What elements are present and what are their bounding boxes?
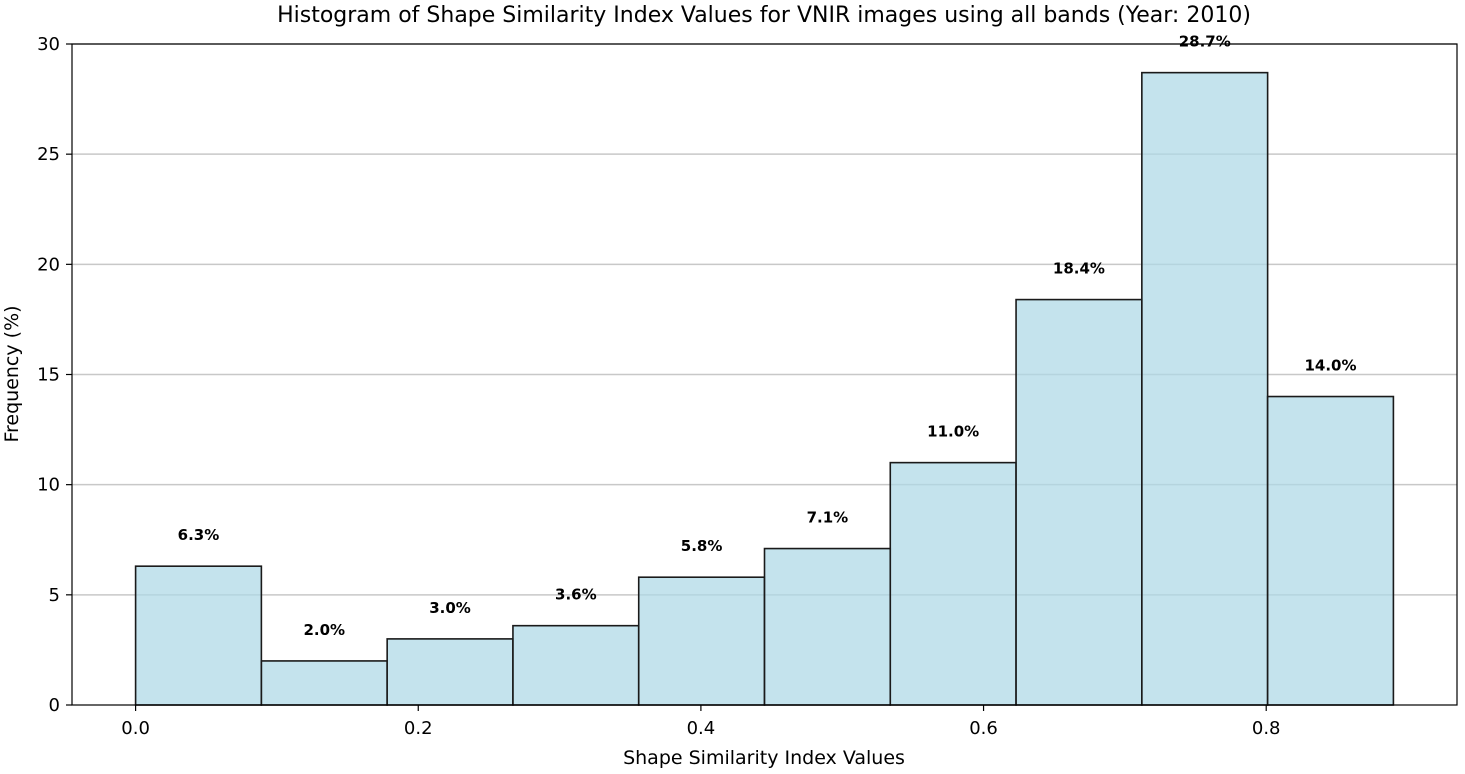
- x-tick-label: 0.4: [687, 718, 716, 739]
- bar-value-label: 5.8%: [681, 537, 723, 555]
- y-tick-label: 25: [37, 144, 60, 165]
- x-tick-label: 0.6: [969, 718, 998, 739]
- bar-value-label: 2.0%: [303, 621, 345, 639]
- x-tick-label: 0.0: [121, 718, 150, 739]
- x-axis-ticks: 0.0 0.2 0.4 0.6 0.8: [121, 705, 1281, 739]
- y-axis-ticks: 0 5 10 15 20 25 30: [37, 34, 72, 716]
- bar-value-label: 3.6%: [555, 586, 597, 604]
- histogram-bar: [1141, 71, 1269, 706]
- x-tick-label: 0.8: [1252, 718, 1281, 739]
- histogram-bar: [386, 638, 514, 706]
- histogram-bar: [134, 565, 263, 706]
- y-tick-label: 0: [49, 695, 60, 716]
- bar-value-label: 18.4%: [1053, 260, 1105, 278]
- histogram-bar: [889, 461, 1017, 706]
- histogram-bar: [1266, 395, 1395, 706]
- y-tick-label: 5: [49, 585, 60, 606]
- bar-value-label: 14.0%: [1304, 357, 1356, 375]
- bar-value-label: 11.0%: [927, 423, 979, 441]
- histogram-bar: [1015, 298, 1143, 706]
- x-tick-label: 0.2: [404, 718, 433, 739]
- bar-value-label: 3.0%: [429, 599, 471, 617]
- y-tick-label: 15: [37, 365, 60, 386]
- bar-value-label: 6.3%: [178, 526, 220, 544]
- chart-title: Histogram of Shape Similarity Index Valu…: [277, 3, 1251, 28]
- x-axis-label: Shape Similarity Index Values: [623, 747, 905, 769]
- y-tick-label: 10: [37, 475, 60, 496]
- y-tick-label: 30: [37, 34, 60, 55]
- y-tick-label: 20: [37, 254, 60, 275]
- histogram-bar: [763, 547, 892, 706]
- bars: [134, 71, 1395, 706]
- y-axis-label: Frequency (%): [1, 305, 23, 442]
- data-labels: 6.3% 2.0% 3.0% 3.6% 5.8% 7.1% 11.0% 18.4% 28.7% 1…: [178, 33, 1357, 639]
- histogram-bar: [260, 660, 388, 706]
- histogram-bar: [637, 576, 766, 706]
- bar-value-label: 7.1%: [807, 509, 849, 527]
- bar-value-label: 28.7%: [1179, 33, 1231, 51]
- histogram-bar: [512, 624, 640, 706]
